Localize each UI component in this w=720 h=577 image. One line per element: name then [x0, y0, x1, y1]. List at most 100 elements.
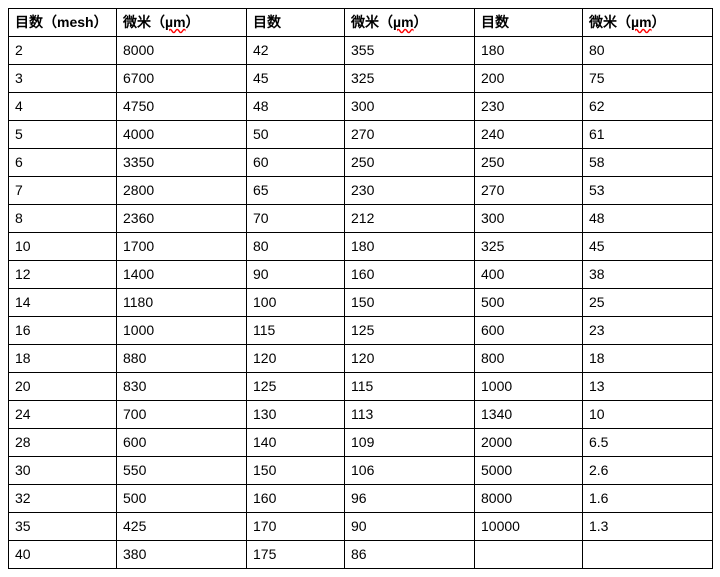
- table-row: 2860014010920006.5: [9, 429, 713, 457]
- cell: 880: [117, 345, 247, 373]
- cell: 5: [9, 121, 117, 149]
- table-row: 1888012012080018: [9, 345, 713, 373]
- cell: 24: [9, 401, 117, 429]
- cell: 8000: [475, 485, 583, 513]
- cell: 325: [475, 233, 583, 261]
- cell: 60: [247, 149, 345, 177]
- cell: 1.6: [583, 485, 713, 513]
- cell: 48: [247, 93, 345, 121]
- cell: 45: [247, 65, 345, 93]
- cell: 30: [9, 457, 117, 485]
- cell: 600: [117, 429, 247, 457]
- table-row: 14118010015050025: [9, 289, 713, 317]
- cell: 8000: [117, 37, 247, 65]
- cell: 6.5: [583, 429, 713, 457]
- cell: 8: [9, 205, 117, 233]
- table-row: 447504830023062: [9, 93, 713, 121]
- header-suffix: ）: [186, 14, 200, 30]
- cell: 130: [247, 401, 345, 429]
- cell: 4750: [117, 93, 247, 121]
- cell: 180: [345, 233, 475, 261]
- cell: 75: [583, 65, 713, 93]
- cell: 10000: [475, 513, 583, 541]
- cell: 2800: [117, 177, 247, 205]
- cell: 61: [583, 121, 713, 149]
- cell: 125: [345, 317, 475, 345]
- cell: 500: [117, 485, 247, 513]
- cell: 58: [583, 149, 713, 177]
- cell: 3: [9, 65, 117, 93]
- cell: 4000: [117, 121, 247, 149]
- table-header: 目数（mesh）微米（µm）目数微米（µm）目数微米（µm）: [9, 9, 713, 37]
- table-row: 20830125115100013: [9, 373, 713, 401]
- cell: 300: [475, 205, 583, 233]
- cell: 90: [345, 513, 475, 541]
- header-suffix: ）: [652, 14, 666, 30]
- table-row: 4038017586: [9, 541, 713, 569]
- cell: 100: [247, 289, 345, 317]
- header-um: µm: [393, 14, 414, 30]
- cell: 160: [247, 485, 345, 513]
- table-row: 3055015010650002.6: [9, 457, 713, 485]
- header-prefix: 微米（: [589, 14, 631, 30]
- cell: 106: [345, 457, 475, 485]
- cell: 14: [9, 289, 117, 317]
- cell: 1340: [475, 401, 583, 429]
- cell: 65: [247, 177, 345, 205]
- cell: 1000: [475, 373, 583, 401]
- col-header-5: 微米（µm）: [583, 9, 713, 37]
- cell: 28: [9, 429, 117, 457]
- cell: 170: [247, 513, 345, 541]
- cell: 180: [475, 37, 583, 65]
- col-header-4: 目数: [475, 9, 583, 37]
- table-row: 325001609680001.6: [9, 485, 713, 513]
- cell: 150: [345, 289, 475, 317]
- cell: 45: [583, 233, 713, 261]
- cell: 230: [475, 93, 583, 121]
- cell: 40: [9, 541, 117, 569]
- cell: 120: [247, 345, 345, 373]
- cell: 16: [9, 317, 117, 345]
- cell: [583, 541, 713, 569]
- cell: 140: [247, 429, 345, 457]
- cell: 10: [9, 233, 117, 261]
- header-prefix: 微米（: [123, 14, 165, 30]
- cell: 13: [583, 373, 713, 401]
- cell: 50: [247, 121, 345, 149]
- table-row: 633506025025058: [9, 149, 713, 177]
- cell: 113: [345, 401, 475, 429]
- table-row: 1017008018032545: [9, 233, 713, 261]
- table-row: 3542517090100001.3: [9, 513, 713, 541]
- cell: 115: [345, 373, 475, 401]
- cell: 200: [475, 65, 583, 93]
- cell: 120: [345, 345, 475, 373]
- cell: 125: [247, 373, 345, 401]
- cell: 115: [247, 317, 345, 345]
- cell: 42: [247, 37, 345, 65]
- cell: 70: [247, 205, 345, 233]
- cell: 6700: [117, 65, 247, 93]
- cell: 20: [9, 373, 117, 401]
- table-row: 728006523027053: [9, 177, 713, 205]
- table-row: 540005027024061: [9, 121, 713, 149]
- cell: 230: [345, 177, 475, 205]
- cell: 53: [583, 177, 713, 205]
- cell: 109: [345, 429, 475, 457]
- cell: 700: [117, 401, 247, 429]
- cell: 830: [117, 373, 247, 401]
- cell: 35: [9, 513, 117, 541]
- cell: 62: [583, 93, 713, 121]
- cell: 380: [117, 541, 247, 569]
- cell: 3350: [117, 149, 247, 177]
- header-um: µm: [631, 14, 652, 30]
- table-body: 2800042355180803670045325200754475048300…: [9, 37, 713, 569]
- table-row: 823607021230048: [9, 205, 713, 233]
- mesh-micron-table: 目数（mesh）微米（µm）目数微米（µm）目数微米（µm） 280004235…: [8, 8, 713, 569]
- cell: 5000: [475, 457, 583, 485]
- cell: 12: [9, 261, 117, 289]
- cell: 250: [345, 149, 475, 177]
- cell: 38: [583, 261, 713, 289]
- cell: 80: [583, 37, 713, 65]
- cell: 425: [117, 513, 247, 541]
- cell: 48: [583, 205, 713, 233]
